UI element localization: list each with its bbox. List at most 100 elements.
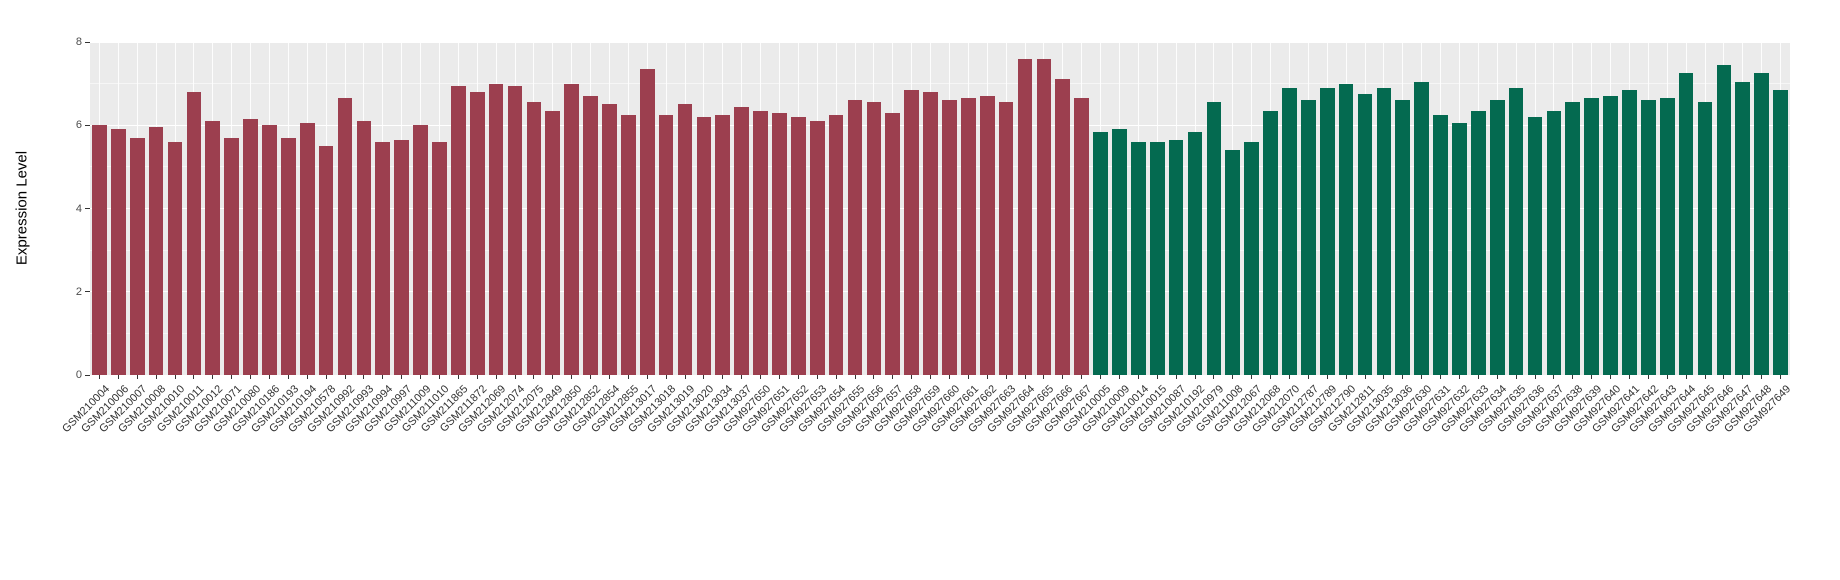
x-tick-mark (1232, 375, 1234, 379)
x-tick-mark (1345, 375, 1347, 379)
bar (356, 121, 372, 375)
x-tick-mark (1496, 375, 1498, 379)
y-tick-label: 6 (75, 119, 82, 132)
x-tick-mark (306, 375, 308, 379)
x-tick-mark (1043, 375, 1045, 379)
x-tick-mark (986, 375, 988, 379)
x-tick-mark (892, 375, 894, 379)
x-tick-mark (495, 375, 497, 379)
x-tick-mark (778, 375, 780, 379)
bar (696, 116, 712, 375)
x-tick-mark (325, 375, 327, 379)
major-gridline (90, 291, 1790, 293)
x-tick-mark (967, 375, 969, 379)
x-tick-mark (1213, 375, 1215, 379)
bar (620, 114, 636, 375)
y-tick-label: 8 (75, 36, 82, 48)
x-tick-mark (1610, 375, 1612, 379)
x-tick-mark (1440, 375, 1442, 379)
bar (1130, 141, 1146, 375)
x-tick-mark (231, 375, 233, 379)
bar (469, 91, 485, 375)
x-tick-mark (1137, 375, 1139, 379)
bar (92, 125, 107, 375)
bar (1470, 110, 1486, 375)
bar (1565, 102, 1581, 375)
minor-gridline (90, 332, 1790, 334)
x-tick-mark (797, 375, 799, 379)
x-tick-mark (1364, 375, 1366, 379)
x-tick-mark (571, 375, 573, 379)
x-tick-mark (816, 375, 818, 379)
x-tick-mark (1062, 375, 1064, 379)
bar (318, 146, 334, 375)
bar (1622, 89, 1637, 375)
bar (1093, 131, 1108, 375)
x-tick-mark (476, 375, 478, 379)
bar (1187, 131, 1203, 375)
x-tick-mark (1118, 375, 1120, 379)
x-tick-mark (948, 375, 950, 379)
bar (526, 102, 542, 375)
bar (923, 91, 938, 375)
bar (1338, 83, 1354, 375)
x-tick-mark (1572, 375, 1574, 379)
x-tick-mark (608, 375, 610, 379)
bar (1697, 102, 1713, 375)
x-tick-mark (1685, 375, 1687, 379)
x-tick-mark (854, 375, 856, 379)
bar (299, 123, 315, 375)
y-tick-label: 4 (75, 202, 82, 215)
bar (1319, 87, 1335, 375)
bar (658, 114, 674, 375)
x-tick-mark (1780, 375, 1782, 379)
x-tick-mark (646, 375, 648, 379)
x-tick-mark (1628, 375, 1630, 379)
x-tick-mark (117, 375, 119, 379)
bar (790, 116, 806, 375)
x-tick-mark (1515, 375, 1517, 379)
x-tick-mark (741, 375, 743, 379)
x-tick-mark (250, 375, 252, 379)
x-tick-mark (1477, 375, 1479, 379)
x-tick-mark (1666, 375, 1668, 379)
major-gridline (90, 124, 1790, 126)
bar (167, 141, 183, 375)
bar (772, 112, 787, 375)
y-tick-label: 0 (75, 369, 82, 381)
x-tick-mark (1326, 375, 1328, 379)
bar (375, 141, 391, 375)
x-tick-mark (760, 375, 762, 379)
x-tick-mark (420, 375, 422, 379)
y-tick-mark (85, 291, 90, 293)
x-tick-mark (1383, 375, 1385, 379)
x-tick-mark (1024, 375, 1026, 379)
minor-gridline (90, 83, 1790, 85)
bar (1263, 110, 1278, 375)
bar (885, 112, 901, 375)
bar (337, 98, 353, 375)
x-tick-mark (1307, 375, 1309, 379)
y-tick-mark (85, 374, 90, 376)
bar (205, 121, 221, 375)
x-tick-mark (1723, 375, 1725, 379)
bar (262, 125, 277, 375)
bar (1433, 114, 1448, 375)
major-gridline (90, 374, 1790, 376)
x-tick-mark (1156, 375, 1158, 379)
bar (1300, 100, 1316, 375)
x-tick-mark (1458, 375, 1460, 379)
y-tick-label: 2 (75, 285, 82, 298)
bar (1074, 98, 1090, 375)
bar (1546, 110, 1562, 375)
y-tick-mark (85, 41, 90, 43)
x-tick-mark (911, 375, 913, 379)
bar (564, 83, 580, 375)
bar (1168, 139, 1184, 375)
x-tick-mark (268, 375, 270, 379)
bar (1508, 87, 1524, 375)
bar (186, 91, 202, 375)
minor-gridline (90, 166, 1790, 168)
x-tick-mark (627, 375, 629, 379)
